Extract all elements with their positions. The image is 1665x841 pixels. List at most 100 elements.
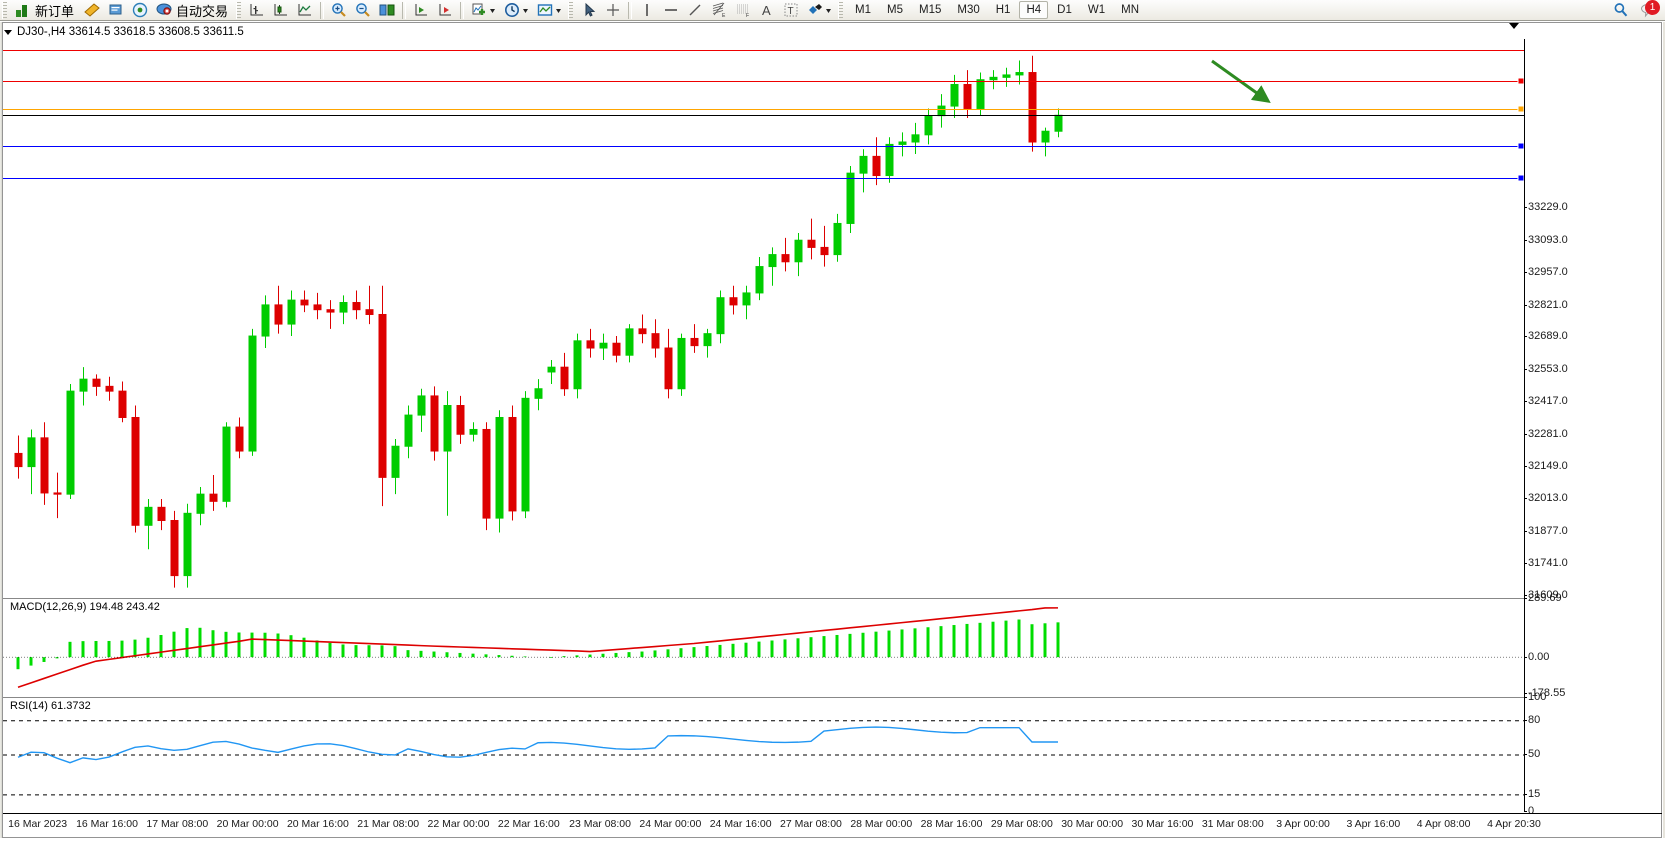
zoom-out-button[interactable] xyxy=(352,0,374,20)
macd-label: MACD(12,26,9) 194.48 243.42 xyxy=(8,601,162,613)
price-axis-tick: 32149.0 xyxy=(1524,459,1568,472)
price-level-line-resistance-lower[interactable] xyxy=(3,80,1524,82)
vline-icon xyxy=(638,1,656,19)
fibo-icon: E xyxy=(710,1,728,19)
price-level-line-resistance-upper[interactable] xyxy=(3,49,1524,51)
timeframe-button-d1[interactable]: D1 xyxy=(1050,1,1079,19)
timeframe-button-w1[interactable]: W1 xyxy=(1081,1,1112,19)
price-level-line-entry-level[interactable] xyxy=(3,108,1524,110)
rsi-axis-tick: 15 xyxy=(1523,787,1541,800)
price-level-handle-entry-level[interactable] xyxy=(1517,105,1524,113)
period-dropdown-arrow-icon[interactable] xyxy=(521,1,530,19)
cursor-button[interactable] xyxy=(578,0,600,20)
templates-dropdown-arrow-icon[interactable] xyxy=(554,1,563,19)
price-level-handle-resistance-lower[interactable] xyxy=(1517,77,1524,85)
price-pane[interactable] xyxy=(3,39,1524,595)
timeframe-button-m15[interactable]: M15 xyxy=(912,1,948,19)
zoom-in-button[interactable] xyxy=(328,0,350,20)
chart-vertical-scrollbar[interactable] xyxy=(1663,22,1665,838)
period-button[interactable] xyxy=(501,0,532,20)
chart-area[interactable]: DJ30-,H4 33614.5 33618.5 33608.5 33611.5… xyxy=(0,21,1665,841)
alert-count-badge: 1 xyxy=(1645,0,1660,15)
price-level-line-support-lower[interactable] xyxy=(3,178,1524,180)
timeframe-label: M30 xyxy=(957,4,980,16)
chart-menu-caret-icon[interactable] xyxy=(4,29,12,35)
macd-axis-tick: 289.69 xyxy=(1524,592,1562,604)
templates-button[interactable] xyxy=(534,0,565,20)
navigator-icon xyxy=(131,1,149,19)
time-axis-tick: 23 Mar 08:00 xyxy=(569,818,631,830)
terminal-button[interactable] xyxy=(105,0,127,20)
paint-icon xyxy=(83,1,101,19)
candlestick-series xyxy=(14,55,1063,588)
objects-button[interactable] xyxy=(804,0,835,20)
navigator-button[interactable] xyxy=(129,0,151,20)
macd-axis-tick: -178.55 xyxy=(1523,687,1566,699)
price-level-line-support-upper[interactable] xyxy=(3,145,1524,147)
macd-pane[interactable]: MACD(12,26,9) 194.48 243.42 xyxy=(3,598,1524,693)
time-axis-tick: 31 Mar 08:00 xyxy=(1201,818,1264,830)
alerts-button[interactable]: 1 xyxy=(1637,0,1660,20)
timeframe-button-mn[interactable]: MN xyxy=(1114,1,1146,19)
search-button[interactable] xyxy=(1610,0,1632,20)
toolbar-separator-4 xyxy=(628,1,633,19)
indicators-button[interactable] xyxy=(468,0,499,20)
text-button[interactable]: A xyxy=(756,0,778,20)
price-level-handle-support-lower[interactable] xyxy=(1517,174,1524,182)
new-order-label: 新订单 xyxy=(35,4,75,20)
timeframe-button-m30[interactable]: M30 xyxy=(950,1,986,19)
hline-button[interactable] xyxy=(660,0,682,20)
chart-left-rail xyxy=(0,22,3,838)
price-level-line-current-price[interactable] xyxy=(3,115,1524,117)
price-axis-tick: 31609.0 xyxy=(1524,589,1568,601)
timeframe-buttons: M1 M5 M15 M30 H1 H4 D1 W1 MN xyxy=(847,1,1147,19)
text-label-button[interactable]: T xyxy=(780,0,802,20)
price-axis-tick: 31741.0 xyxy=(1524,557,1568,570)
toolbar-grip-4[interactable] xyxy=(838,1,844,19)
hline-icon xyxy=(662,1,680,19)
time-axis-tick: 3 Apr 16:00 xyxy=(1346,818,1401,830)
text-icon: A xyxy=(758,1,776,19)
chart-end-button[interactable] xyxy=(434,0,456,20)
timeframe-label: H4 xyxy=(1026,4,1042,16)
indicators-dropdown-arrow-icon[interactable] xyxy=(488,1,497,19)
timeframe-label: M1 xyxy=(855,4,872,16)
svg-text:F: F xyxy=(746,13,749,19)
paint-button[interactable] xyxy=(81,0,103,20)
fibo-fan-icon: F xyxy=(734,1,752,19)
new-order-button[interactable]: 新订单 xyxy=(12,0,79,20)
timeframe-button-h4[interactable]: H4 xyxy=(1019,1,1049,19)
autotrading-button[interactable]: 自动交易 xyxy=(153,0,233,20)
fibo-fan-button[interactable]: F xyxy=(732,0,754,20)
chart-end-icon xyxy=(436,1,454,19)
toolbar-grip[interactable] xyxy=(2,1,7,19)
bar-chart-button[interactable] xyxy=(246,0,268,20)
terminal-icon xyxy=(107,1,125,19)
trendline-button[interactable] xyxy=(684,0,706,20)
line-chart-button[interactable] xyxy=(294,0,316,20)
timeframe-button-h1[interactable]: H1 xyxy=(989,1,1018,19)
crosshair-button[interactable] xyxy=(602,0,624,20)
trendline-icon xyxy=(686,1,704,19)
timeframe-button-m5[interactable]: M5 xyxy=(880,1,910,19)
time-axis[interactable]: 16 Mar 2023 16 Mar 16:00 17 Mar 08:00 20 Ma… xyxy=(3,813,1662,837)
toolbar-grip-2[interactable] xyxy=(236,1,242,19)
text-label-icon: T xyxy=(782,1,800,19)
time-axis-tick: 16 Mar 16:00 xyxy=(76,818,138,830)
candlestick-chart-button[interactable] xyxy=(270,0,292,20)
auto-scroll-button[interactable] xyxy=(410,0,432,20)
chart-collapse-caret-icon[interactable] xyxy=(1509,23,1519,29)
toolbar-grip-3[interactable] xyxy=(568,1,574,19)
time-axis-tick: 20 Mar 00:00 xyxy=(216,818,279,830)
price-level-handle-support-upper[interactable] xyxy=(1517,142,1524,150)
time-axis-tick: 21 Mar 08:00 xyxy=(357,818,420,830)
price-axis[interactable]: 33229.0 33093.0 32957.0 32821.0 32689.0 32553… xyxy=(1523,39,1662,817)
vline-button[interactable] xyxy=(636,0,658,20)
rsi-pane[interactable]: RSI(14) 61.3732 xyxy=(3,697,1524,812)
arrow-annotation[interactable] xyxy=(3,39,1524,595)
chart-shift-button[interactable] xyxy=(376,0,398,20)
chart-border xyxy=(2,22,1662,838)
objects-dropdown-arrow-icon[interactable] xyxy=(824,1,833,19)
timeframe-button-m1[interactable]: M1 xyxy=(848,1,878,19)
fibo-button[interactable]: E xyxy=(708,0,730,20)
